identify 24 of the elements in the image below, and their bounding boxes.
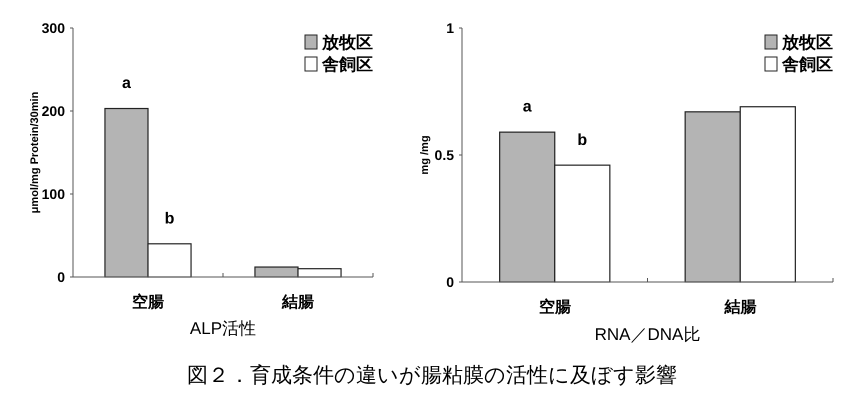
y-tick-label: 0.5 [434, 146, 454, 163]
y-axis-title: mg /mg [419, 135, 431, 175]
x-axis-title: RNA／DNA比 [594, 325, 700, 344]
y-tick-label: 200 [42, 102, 66, 119]
annotation: b [577, 132, 588, 149]
x-tick-label: 空腸 [538, 298, 571, 316]
legend-label: 放牧区 [321, 32, 373, 52]
x-tick-label: 結腸 [723, 298, 756, 316]
annotation: a [122, 75, 132, 92]
caption: 図２．育成条件の違いが腸粘膜の活性に及ぼす影響 [187, 363, 677, 387]
y-tick-label: 0 [446, 274, 454, 290]
y-tick-label: 300 [42, 20, 66, 36]
x-axis-title: ALP活性 [190, 319, 256, 338]
y-tick-label: 0 [57, 268, 66, 285]
y-axis-title: μmol/mg Protein/30min [29, 91, 41, 214]
legend-label: 舎飼区 [781, 54, 833, 74]
legend-label: 放牧区 [781, 32, 833, 52]
y-tick-label: 1 [446, 20, 454, 36]
annotation: b [164, 210, 175, 228]
y-tick-label: 100 [42, 186, 66, 202]
x-tick-label: 結腸 [281, 293, 314, 311]
x-tick-label: 空腸 [132, 293, 164, 311]
annotation: a [522, 98, 532, 116]
legend-label: 舎飼区 [321, 54, 373, 74]
